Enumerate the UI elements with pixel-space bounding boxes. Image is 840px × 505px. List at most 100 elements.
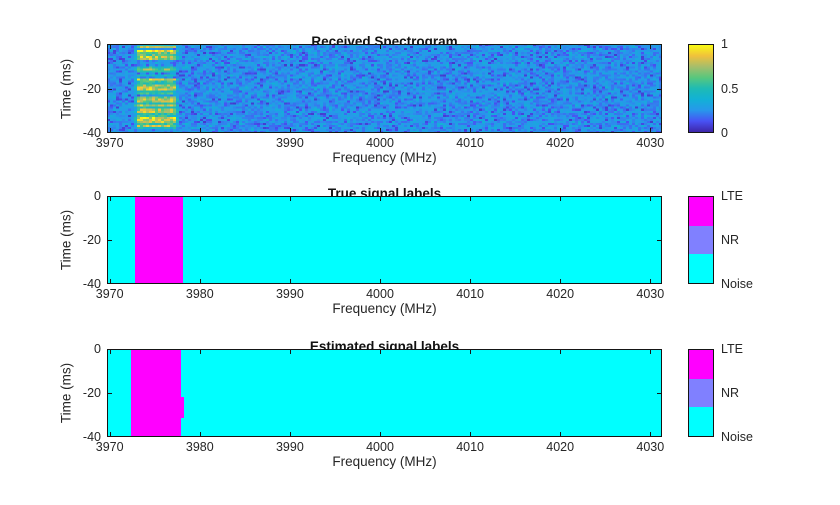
x-tick-label: 3990 bbox=[275, 440, 304, 454]
y-tick-mark bbox=[108, 393, 112, 394]
x-tick-label: 3990 bbox=[275, 136, 304, 150]
colorbar-label-lte: LTE bbox=[721, 342, 743, 356]
x-tick-mark bbox=[109, 432, 111, 436]
x-tick-mark bbox=[199, 128, 201, 132]
x-tick-mark bbox=[109, 197, 111, 201]
x-tick-mark bbox=[380, 279, 381, 283]
y-tick-mark bbox=[657, 349, 661, 350]
x-tick-mark bbox=[289, 45, 291, 49]
y-axis-label: Time (ms) bbox=[58, 58, 74, 119]
x-tick-mark bbox=[380, 128, 381, 132]
y-tick-mark bbox=[108, 349, 112, 350]
y-tick-label: -40 bbox=[82, 277, 101, 291]
x-tick-mark bbox=[289, 350, 291, 354]
x-tick-mark bbox=[560, 197, 562, 201]
signal-band-lte bbox=[134, 196, 183, 284]
x-tick-mark bbox=[470, 197, 472, 201]
x-tick-mark bbox=[650, 432, 652, 436]
subplot-title: True signal labels bbox=[327, 186, 442, 202]
x-tick-mark bbox=[289, 432, 291, 436]
x-tick-label: 4000 bbox=[366, 136, 394, 150]
colorbar-segment-nr bbox=[689, 225, 713, 255]
y-tick-mark bbox=[108, 44, 112, 45]
x-tick-mark bbox=[199, 432, 201, 436]
label-colorbar bbox=[688, 349, 714, 437]
x-tick-mark bbox=[289, 197, 291, 201]
y-axis-label: Time (ms) bbox=[58, 209, 74, 271]
x-tick-mark bbox=[470, 128, 472, 132]
y-tick-label: 0 bbox=[94, 189, 101, 203]
y-tick-label: -20 bbox=[82, 386, 101, 400]
colorbar-segment-noise bbox=[689, 407, 713, 436]
estimated-labels-plot-area bbox=[107, 349, 662, 437]
colorbar-tick-label: 0 bbox=[721, 126, 728, 140]
x-tick-mark bbox=[560, 128, 562, 132]
x-tick-label: 3990 bbox=[275, 287, 304, 301]
colorbar-segment-nr bbox=[689, 378, 713, 408]
axes-frame bbox=[107, 44, 662, 133]
x-tick-label: 3980 bbox=[185, 136, 214, 150]
colorbar-segment-lte bbox=[689, 350, 713, 379]
x-tick-mark bbox=[199, 279, 201, 283]
y-axis-label: Time (ms) bbox=[58, 362, 74, 424]
y-tick-label: -40 bbox=[82, 430, 101, 444]
y-tick-label: 0 bbox=[94, 37, 101, 51]
colorbar-label-noise: Noise bbox=[721, 277, 753, 291]
x-tick-mark bbox=[470, 350, 472, 354]
y-tick-label: -20 bbox=[82, 233, 101, 247]
x-tick-mark bbox=[109, 128, 111, 132]
x-tick-mark bbox=[560, 432, 562, 436]
x-tick-mark bbox=[380, 45, 381, 49]
y-tick-mark bbox=[108, 88, 112, 90]
x-tick-label: 3980 bbox=[185, 287, 214, 301]
x-tick-label: 4030 bbox=[636, 287, 665, 301]
colorbar-tick-label: 0.5 bbox=[721, 81, 739, 96]
y-tick-mark bbox=[657, 240, 661, 241]
x-tick-mark bbox=[650, 197, 652, 201]
x-tick-label: 4020 bbox=[546, 287, 575, 301]
x-tick-mark bbox=[109, 45, 111, 49]
x-tick-mark bbox=[650, 128, 652, 132]
x-tick-label: 3980 bbox=[185, 440, 214, 454]
x-tick-label: 4010 bbox=[456, 136, 484, 150]
signal-band-notch bbox=[179, 397, 185, 419]
x-tick-label: 4020 bbox=[546, 136, 575, 150]
colorbar-label-lte: LTE bbox=[721, 189, 743, 203]
subplot-title: Received Spectrogram bbox=[311, 34, 458, 50]
x-tick-mark bbox=[560, 350, 562, 354]
true-labels-plot-area bbox=[107, 196, 662, 284]
x-tick-mark bbox=[109, 350, 111, 354]
x-tick-label: 4000 bbox=[366, 440, 394, 454]
x-tick-mark bbox=[650, 279, 652, 283]
x-tick-mark bbox=[470, 432, 472, 436]
colorbar-tick-label: 1 bbox=[721, 37, 728, 51]
x-tick-mark bbox=[470, 279, 472, 283]
x-tick-label: 3970 bbox=[95, 440, 124, 454]
signal-band-lte bbox=[131, 349, 181, 437]
x-tick-mark bbox=[380, 197, 381, 201]
colorbar-segment-noise bbox=[689, 254, 713, 283]
y-tick-mark bbox=[657, 44, 661, 45]
colorbar-label-nr: NR bbox=[721, 386, 740, 400]
x-tick-label: 4010 bbox=[456, 287, 484, 301]
x-tick-label: 4020 bbox=[546, 440, 575, 454]
label-colorbar bbox=[688, 196, 714, 284]
y-tick-mark bbox=[108, 240, 112, 241]
x-tick-mark bbox=[650, 45, 652, 49]
x-tick-mark bbox=[289, 128, 291, 132]
x-tick-mark bbox=[199, 45, 201, 49]
x-axis-label: Frequency (MHz) bbox=[332, 150, 437, 165]
spectrogram-plot-area bbox=[107, 44, 662, 133]
x-tick-label: 4030 bbox=[636, 440, 665, 454]
x-tick-mark bbox=[289, 279, 291, 283]
colorbar-segment-lte bbox=[689, 197, 713, 226]
x-tick-mark bbox=[650, 350, 652, 354]
x-tick-mark bbox=[380, 350, 381, 354]
y-tick-label: -20 bbox=[82, 81, 101, 96]
x-tick-mark bbox=[560, 45, 562, 49]
x-tick-mark bbox=[199, 350, 201, 354]
